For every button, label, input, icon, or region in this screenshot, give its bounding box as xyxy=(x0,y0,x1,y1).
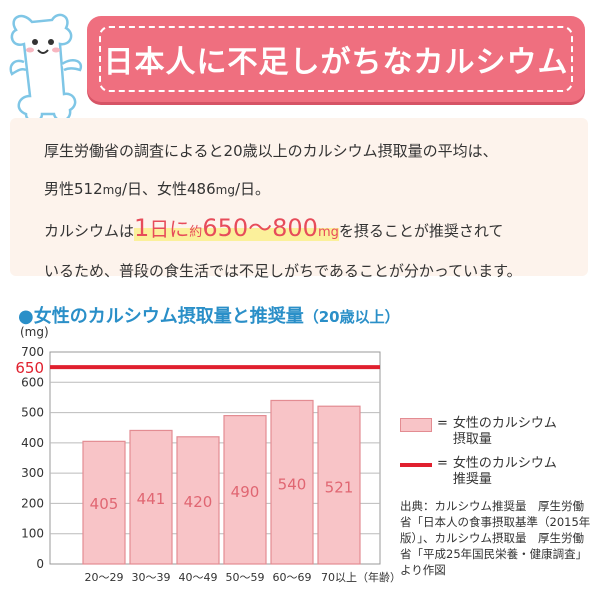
info-line3-post: を摂ることが推奨されて xyxy=(338,222,504,240)
bar-value-label: 490 xyxy=(231,483,260,501)
y-axis-label: (mg) xyxy=(20,325,49,339)
bar xyxy=(129,429,173,565)
info-line-3: カルシウムは1日に約650〜800mgを摂ることが推奨されて xyxy=(44,209,568,252)
chart-title-sub: （20歳以上） xyxy=(303,308,400,326)
bar-value-label: 405 xyxy=(90,495,119,513)
bar-value-label: 540 xyxy=(278,475,307,493)
bar xyxy=(82,440,126,565)
y-tick-label: 400 xyxy=(21,436,44,450)
legend-intake-line2: 摂取量 xyxy=(452,432,492,447)
calcium-bar-chart: 0 100 200 300 400 500 600 700 (mg) 405 20〜29 441 30〜… xyxy=(15,325,400,584)
legend-rec-line2: 推奨量 xyxy=(452,472,492,487)
x-tick-label: 60〜69 xyxy=(273,571,312,584)
legend-item-intake: = 女性のカルシウム 摂取量 xyxy=(400,416,595,448)
x-axis-label: （年齢） xyxy=(357,570,400,584)
info-line3-pre: カルシウムは xyxy=(44,222,135,240)
info-line-4: いるため、普段の食生活では不足しがちであることが分かっています。 xyxy=(44,262,522,280)
recommended-line-label: 650 xyxy=(15,359,44,377)
legend-recommended-text: 女性のカルシウム 推奨量 xyxy=(453,456,557,488)
legend-bar-swatch xyxy=(400,418,432,432)
info-unit-2: mg xyxy=(215,183,235,197)
chart-title: ●女性のカルシウム摂取量と推奨量（20歳以上） xyxy=(18,302,400,328)
y-tick-label: 100 xyxy=(21,527,44,541)
y-tick-label: 700 xyxy=(21,345,44,359)
x-tick-label: 50〜59 xyxy=(226,571,265,584)
header-inner-frame: 日本人に不足しがちなカルシウム xyxy=(99,26,573,92)
y-tick-label: 0 xyxy=(36,557,44,571)
y-tick-label: 200 xyxy=(21,496,44,510)
y-tick-label: 500 xyxy=(21,406,44,420)
info-end: /日。 xyxy=(234,180,271,198)
page-title: 日本人に不足しがちなカルシウム xyxy=(103,45,569,80)
hl-num1: 1 xyxy=(134,214,150,242)
hl-unit: mg xyxy=(317,225,339,240)
info-unit-1: mg xyxy=(102,183,122,197)
legend-intake-line1: 女性のカルシウム xyxy=(452,416,557,431)
bar xyxy=(223,414,267,565)
bar xyxy=(270,399,314,565)
legend-equals: = xyxy=(437,416,448,431)
bar-value-label: 521 xyxy=(325,478,354,496)
x-tick-label: 40〜49 xyxy=(179,571,218,584)
bar xyxy=(317,405,361,565)
info-mid: /日、女性486 xyxy=(121,180,216,198)
hl-range: 650〜800 xyxy=(202,214,318,242)
info-male: 男性512 xyxy=(44,180,103,198)
legend-line-swatch xyxy=(400,463,432,467)
y-tick-label: 600 xyxy=(21,375,44,389)
legend-equals: = xyxy=(437,456,448,471)
hl-small: 約 xyxy=(189,225,203,240)
header-banner: 日本人に不足しがちなカルシウム xyxy=(87,16,585,102)
hl-text1: 日に xyxy=(149,217,190,241)
chart-title-main: ●女性のカルシウム摂取量と推奨量 xyxy=(18,306,304,327)
chart-legend: = 女性のカルシウム 摂取量 = 女性のカルシウム 推奨量 xyxy=(400,416,595,496)
x-tick-label: 20〜29 xyxy=(85,571,124,584)
info-line-2: 男性512mg/日、女性486mg/日。 xyxy=(44,170,568,209)
legend-rec-line1: 女性のカルシウム xyxy=(452,456,557,471)
bar-value-label: 441 xyxy=(137,490,166,508)
info-line-1: 厚生労働省の調査によると20歳以上のカルシウム摂取量の平均は、 xyxy=(44,142,498,160)
x-tick-label: 70以上 xyxy=(321,571,357,584)
legend-intake-text: 女性のカルシウム 摂取量 xyxy=(453,416,557,448)
bar-value-label: 420 xyxy=(184,493,213,511)
x-tick-label: 30〜39 xyxy=(132,571,171,584)
source-note: 出典：カルシウム推奨量 厚生労働省「日本人の食事摂取基準（2015年版）」、カル… xyxy=(400,499,591,577)
recommended-highlight: 1日に約650〜800mg xyxy=(134,214,339,242)
bone-mascot-icon xyxy=(9,13,83,123)
bar xyxy=(176,436,220,565)
y-tick-label: 300 xyxy=(21,466,44,480)
info-box: 厚生労働省の調査によると20歳以上のカルシウム摂取量の平均は、 男性512mg/… xyxy=(10,118,588,280)
legend-item-recommended: = 女性のカルシウム 推奨量 xyxy=(400,456,595,488)
info-text: 厚生労働省の調査によると20歳以上のカルシウム摂取量の平均は、 男性512mg/… xyxy=(44,132,568,290)
